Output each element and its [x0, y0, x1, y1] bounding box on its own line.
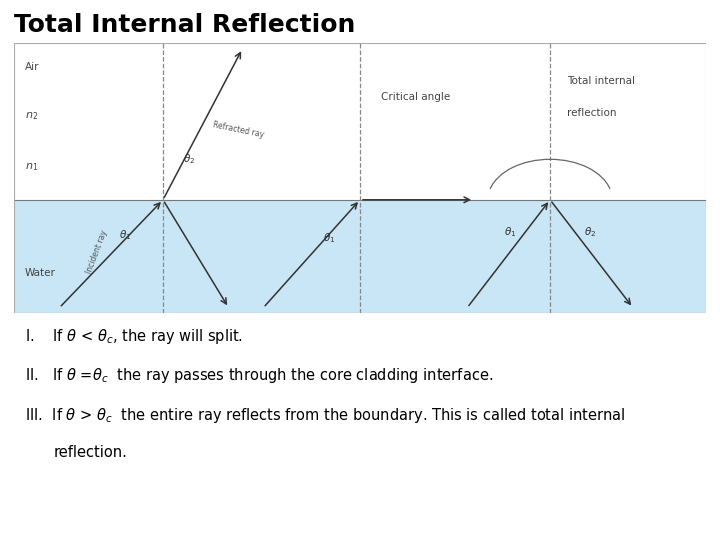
Text: Refracted ray: Refracted ray	[212, 120, 265, 139]
Text: $\theta_1$: $\theta_1$	[119, 228, 131, 242]
Text: $n_2$: $n_2$	[24, 110, 38, 122]
Text: $n_1$: $n_1$	[24, 161, 38, 173]
Text: Air: Air	[24, 62, 40, 72]
Text: Total internal: Total internal	[567, 76, 635, 86]
Text: $\theta_1$: $\theta_1$	[504, 225, 516, 239]
Text: $\theta_1$: $\theta_1$	[323, 231, 335, 245]
Text: $\theta_2$: $\theta_2$	[584, 225, 596, 239]
Text: Critical angle: Critical angle	[381, 92, 450, 102]
Bar	[14, 200, 706, 313]
Text: III.  If $\theta$ > $\theta_c$  the entire ray reflects from the boundary. This : III. If $\theta$ > $\theta_c$ the entire…	[25, 406, 626, 424]
Text: reflection.: reflection.	[54, 445, 128, 460]
Text: Incident ray: Incident ray	[84, 229, 109, 275]
Text: I.    If $\theta$ < $\theta_c$, the ray will split.: I. If $\theta$ < $\theta_c$, the ray wil…	[25, 327, 243, 346]
Text: Total Internal Reflection: Total Internal Reflection	[14, 14, 356, 37]
Text: reflection: reflection	[567, 108, 617, 118]
Text: $\theta_2$: $\theta_2$	[183, 152, 195, 166]
Text: Water: Water	[24, 268, 55, 278]
Text: II.   If $\theta$ =$\theta_c$  the ray passes through the core cladding interfac: II. If $\theta$ =$\theta_c$ the ray pass…	[25, 366, 493, 385]
